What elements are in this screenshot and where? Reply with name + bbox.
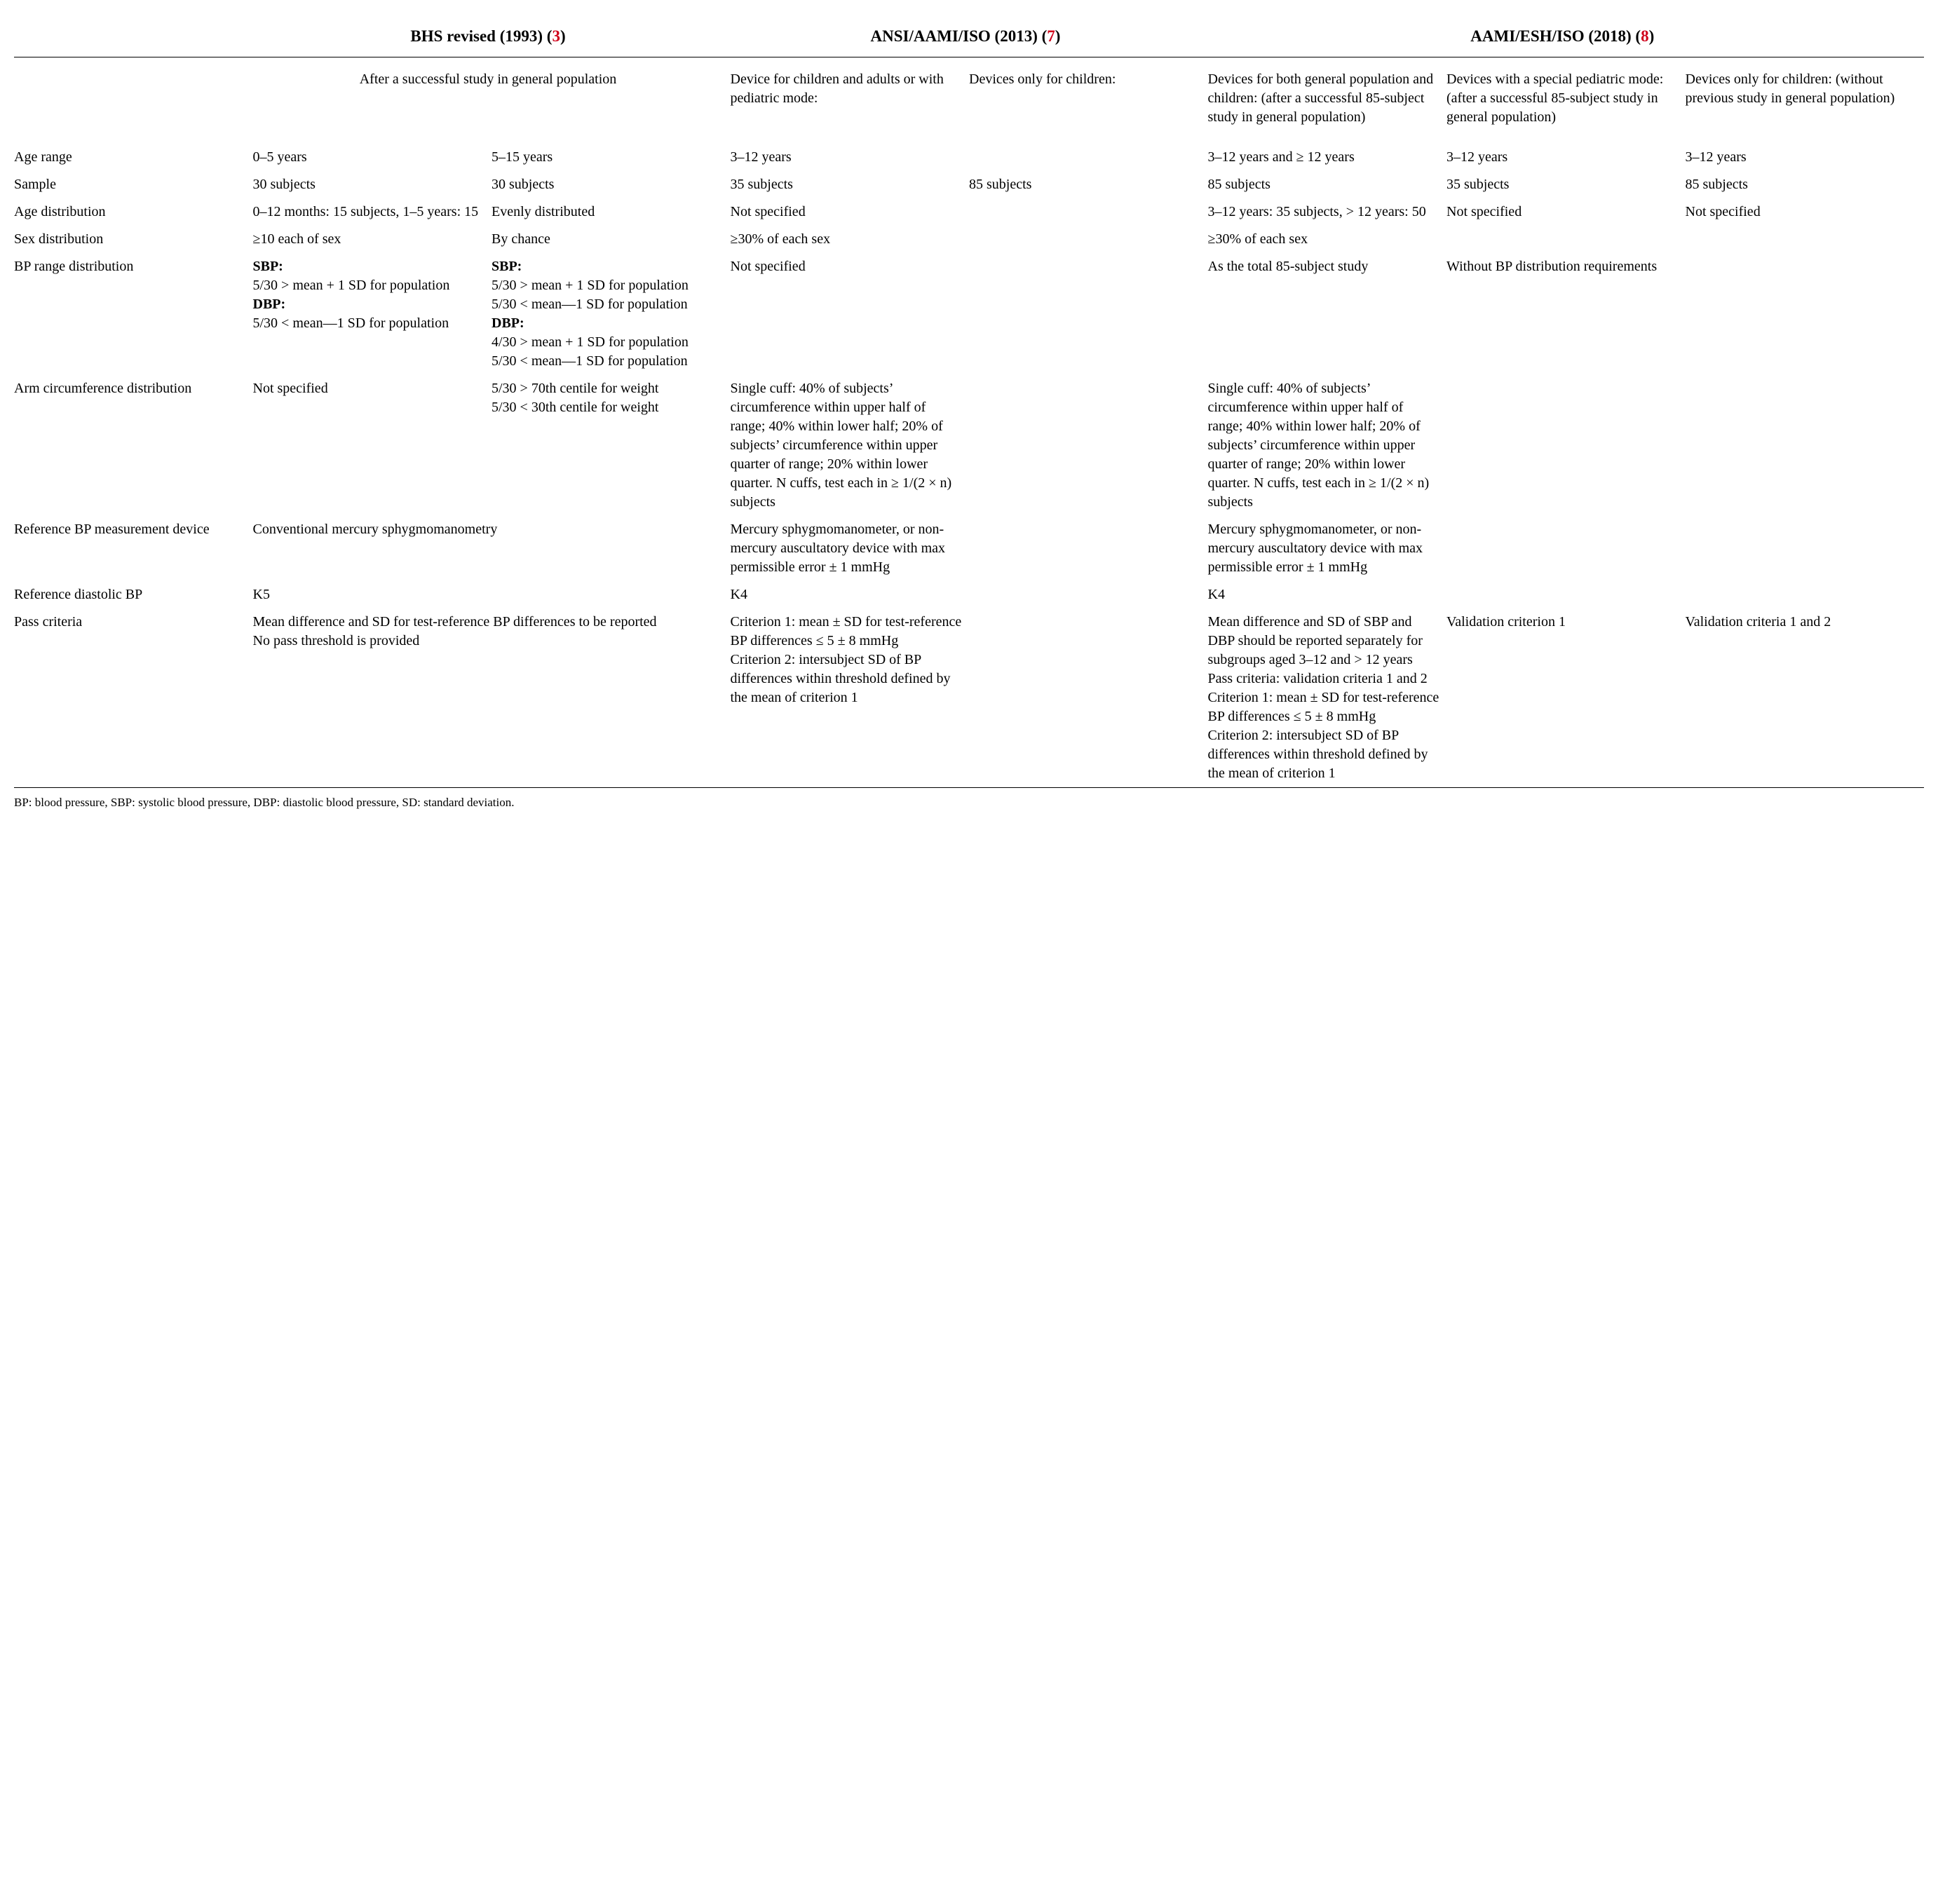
row-sample: Sample 30 subjects 30 subjects 35 subjec… [14,171,1924,198]
row-sex-dist: Sex distribution ≥10 each of sex By chan… [14,226,1924,253]
label-sex-dist: Sex distribution [14,226,253,253]
subhead-bhs: After a successful study in general popu… [253,57,731,144]
label-age-range: Age range [14,144,253,171]
row-arm: Arm circumference distribution Not speci… [14,375,1924,516]
row-age-dist: Age distribution 0–12 months: 15 subject… [14,198,1924,226]
header-row: BHS revised (1993) (3) ANSI/AAMI/ISO (20… [14,21,1924,57]
subhead-aami-c: Devices only for children: (without prev… [1686,57,1925,144]
subhead-ansi-b: Devices only for children: [969,57,1208,144]
label-pass: Pass criteria [14,608,253,788]
footnote: BP: blood pressure, SBP: systolic blood … [14,788,1924,815]
header-bhs: BHS revised (1993) (3) [253,21,731,57]
subhead-aami-a: Devices for both general population and … [1208,57,1447,144]
row-bp-range: BP range distribution SBP: 5/30 > mean +… [14,253,1924,375]
row-age-range: Age range 0–5 years 5–15 years 3–12 year… [14,144,1924,171]
footnote-row: BP: blood pressure, SBP: systolic blood … [14,788,1924,815]
validation-protocols-table: BHS revised (1993) (3) ANSI/AAMI/ISO (20… [14,21,1924,815]
row-ref-device: Reference BP measurement device Conventi… [14,516,1924,581]
label-ref-dbp: Reference diastolic BP [14,581,253,608]
label-bp-range: BP range distribution [14,253,253,375]
label-ref-device: Reference BP measurement device [14,516,253,581]
row-pass: Pass criteria Mean difference and SD for… [14,608,1924,788]
subhead-aami-b: Devices with a special pediatric mode: (… [1446,57,1686,144]
subheader-row: After a successful study in general popu… [14,57,1924,144]
label-arm: Arm circumference distribution [14,375,253,516]
label-age-dist: Age distribution [14,198,253,226]
header-ansi: ANSI/AAMI/ISO (2013) (7) [731,21,1208,57]
subhead-ansi-a: Device for children and adults or with p… [731,57,970,144]
label-sample: Sample [14,171,253,198]
row-ref-dbp: Reference diastolic BP K5 K4 K4 [14,581,1924,608]
header-aami: AAMI/ESH/ISO (2018) (8) [1208,21,1925,57]
